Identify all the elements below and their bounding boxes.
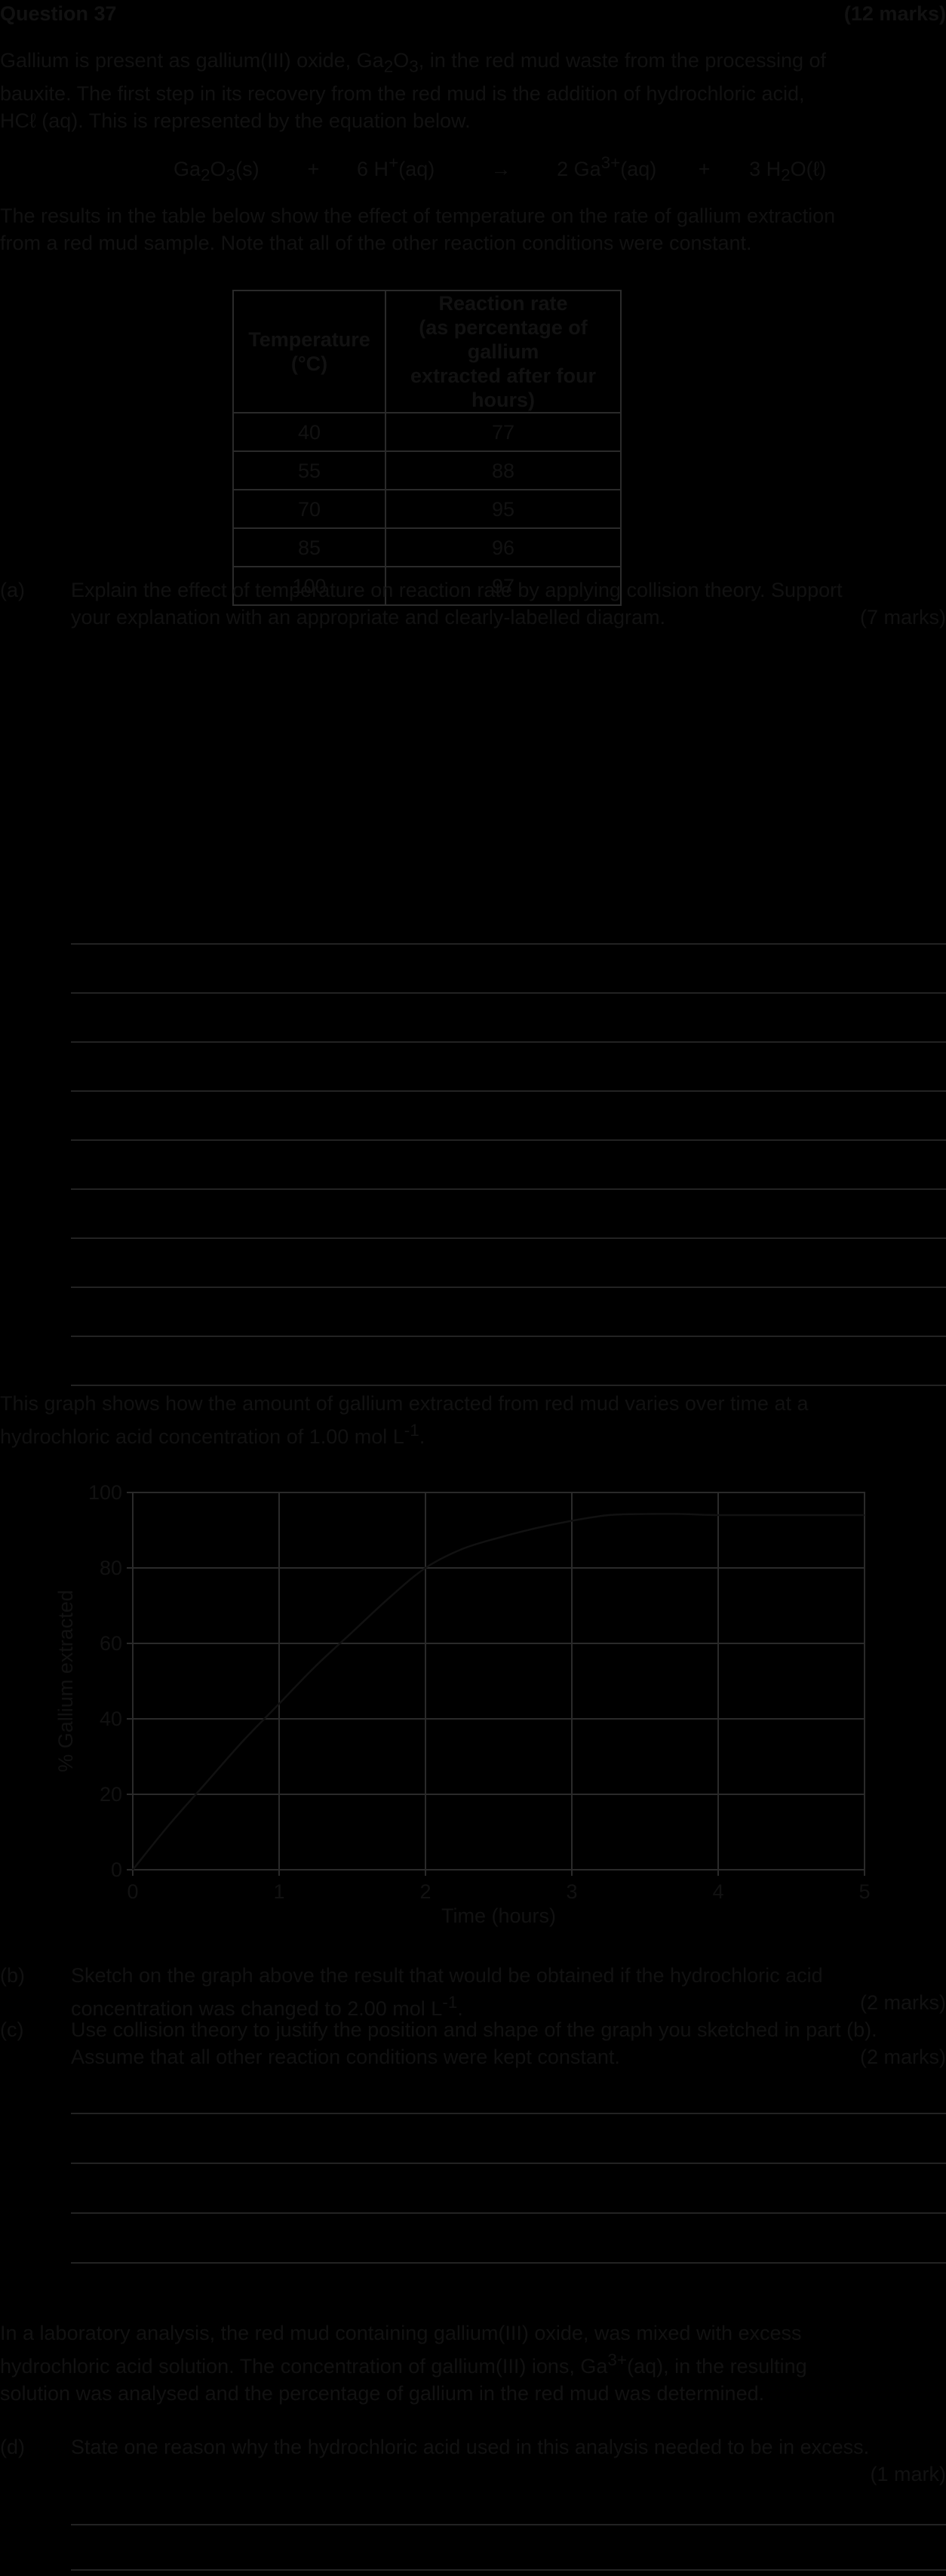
y-tick-label: 100 bbox=[88, 1481, 122, 1504]
answer-line[interactable] bbox=[71, 2569, 946, 2571]
table-row: 70 95 bbox=[232, 489, 622, 529]
answer-line[interactable] bbox=[71, 1237, 946, 1239]
lab-paragraph: In a laboratory analysis, the red mud co… bbox=[0, 2322, 807, 2405]
part-c-text: Use collision theory to justify the posi… bbox=[71, 2018, 877, 2068]
part-b-label: (b) bbox=[0, 1964, 25, 1987]
answer-line[interactable] bbox=[71, 1286, 946, 1288]
part-b-text: Sketch on the graph above the result tha… bbox=[71, 1964, 823, 2020]
y-tick-label: 0 bbox=[111, 1858, 122, 1881]
chart-grid bbox=[127, 1492, 865, 1876]
answer-line[interactable] bbox=[71, 1188, 946, 1190]
temperature-rate-table: Temperature (°C) Reaction rate (as percent… bbox=[232, 290, 622, 606]
part-d-label: (d) bbox=[0, 2436, 25, 2458]
gallium-extraction-chart: 0 20 40 60 80 100 0 1 2 3 4 5 Time (hours) % Galli… bbox=[54, 1481, 871, 1927]
answer-line[interactable] bbox=[71, 1041, 946, 1043]
y-tick-labels: 0 20 40 60 80 100 bbox=[88, 1481, 122, 1881]
part-a-marks: (7 marks) bbox=[860, 606, 946, 629]
part-a-text: Explain the effect of temperature on rea… bbox=[71, 579, 843, 629]
x-tick-labels: 0 1 2 3 4 5 bbox=[127, 1880, 870, 1903]
x-axis-label: Time (hours) bbox=[441, 1904, 556, 1927]
y-tick-label: 80 bbox=[100, 1557, 122, 1579]
x-tick-label: 5 bbox=[858, 1880, 870, 1903]
y-tick-label: 60 bbox=[100, 1632, 122, 1655]
answer-line[interactable] bbox=[71, 1090, 946, 1092]
part-d-marks: (1 mark) bbox=[870, 2463, 946, 2485]
question-marks: (12 marks) bbox=[843, 2, 946, 25]
answer-line[interactable] bbox=[71, 2524, 946, 2525]
x-tick-label: 3 bbox=[566, 1880, 577, 1903]
x-tick-label: 0 bbox=[127, 1880, 138, 1903]
part-b-marks: (2 marks) bbox=[860, 1991, 946, 2014]
table-header-temperature: Temperature (°C) bbox=[232, 290, 386, 413]
table-header-rate: Reaction rate (as percentage of gallium ex… bbox=[385, 290, 622, 413]
y-tick-label: 20 bbox=[100, 1783, 122, 1806]
answer-line[interactable] bbox=[71, 2262, 946, 2264]
answer-line[interactable] bbox=[71, 2113, 946, 2114]
intro-line-1: Gallium is present as gallium(III) oxide… bbox=[0, 49, 827, 76]
part-d-text: State one reason why the hydrochloric ac… bbox=[71, 2436, 870, 2458]
intro-line-3: HCℓ (aq). This is represented by the equ… bbox=[0, 109, 471, 133]
answer-line[interactable] bbox=[71, 2212, 946, 2214]
plot-frame bbox=[132, 1492, 865, 1871]
answer-line[interactable] bbox=[71, 2163, 946, 2164]
y-axis-label: % Gallium extracted bbox=[54, 1590, 77, 1772]
question-number: Question 37 bbox=[0, 2, 117, 25]
answer-line[interactable] bbox=[71, 1385, 946, 1386]
table-row: 40 77 bbox=[232, 412, 622, 452]
x-tick-label: 4 bbox=[712, 1880, 723, 1903]
series-line bbox=[132, 1513, 865, 1871]
graph-paragraph: This graph shows how the amount of galli… bbox=[0, 1392, 809, 1448]
answer-line[interactable] bbox=[71, 1139, 946, 1141]
answer-line[interactable] bbox=[71, 943, 946, 945]
results-paragraph: The results in the table below show the … bbox=[0, 204, 836, 254]
answer-line[interactable] bbox=[71, 992, 946, 994]
x-tick-label: 1 bbox=[273, 1880, 284, 1903]
answer-line[interactable] bbox=[71, 1336, 946, 1337]
intro-line-2: bauxite. The first step in its recovery … bbox=[0, 82, 805, 106]
chemical-equation: Ga2O3(s) + 6 H+(aq) → 2 Ga3+(aq) + 3 H2O… bbox=[174, 153, 827, 185]
part-c-label: (c) bbox=[0, 2018, 24, 2041]
table-row: 100 97 bbox=[232, 566, 622, 606]
table-row: 85 96 bbox=[232, 527, 622, 567]
intro-paragraph: Gallium is present as gallium(III) oxide… bbox=[0, 47, 935, 134]
part-a-label: (a) bbox=[0, 579, 25, 601]
y-tick-label: 40 bbox=[100, 1708, 122, 1730]
table-row: 55 88 bbox=[232, 450, 622, 490]
part-c-marks: (2 marks) bbox=[860, 2046, 946, 2068]
x-tick-label: 2 bbox=[419, 1880, 431, 1903]
